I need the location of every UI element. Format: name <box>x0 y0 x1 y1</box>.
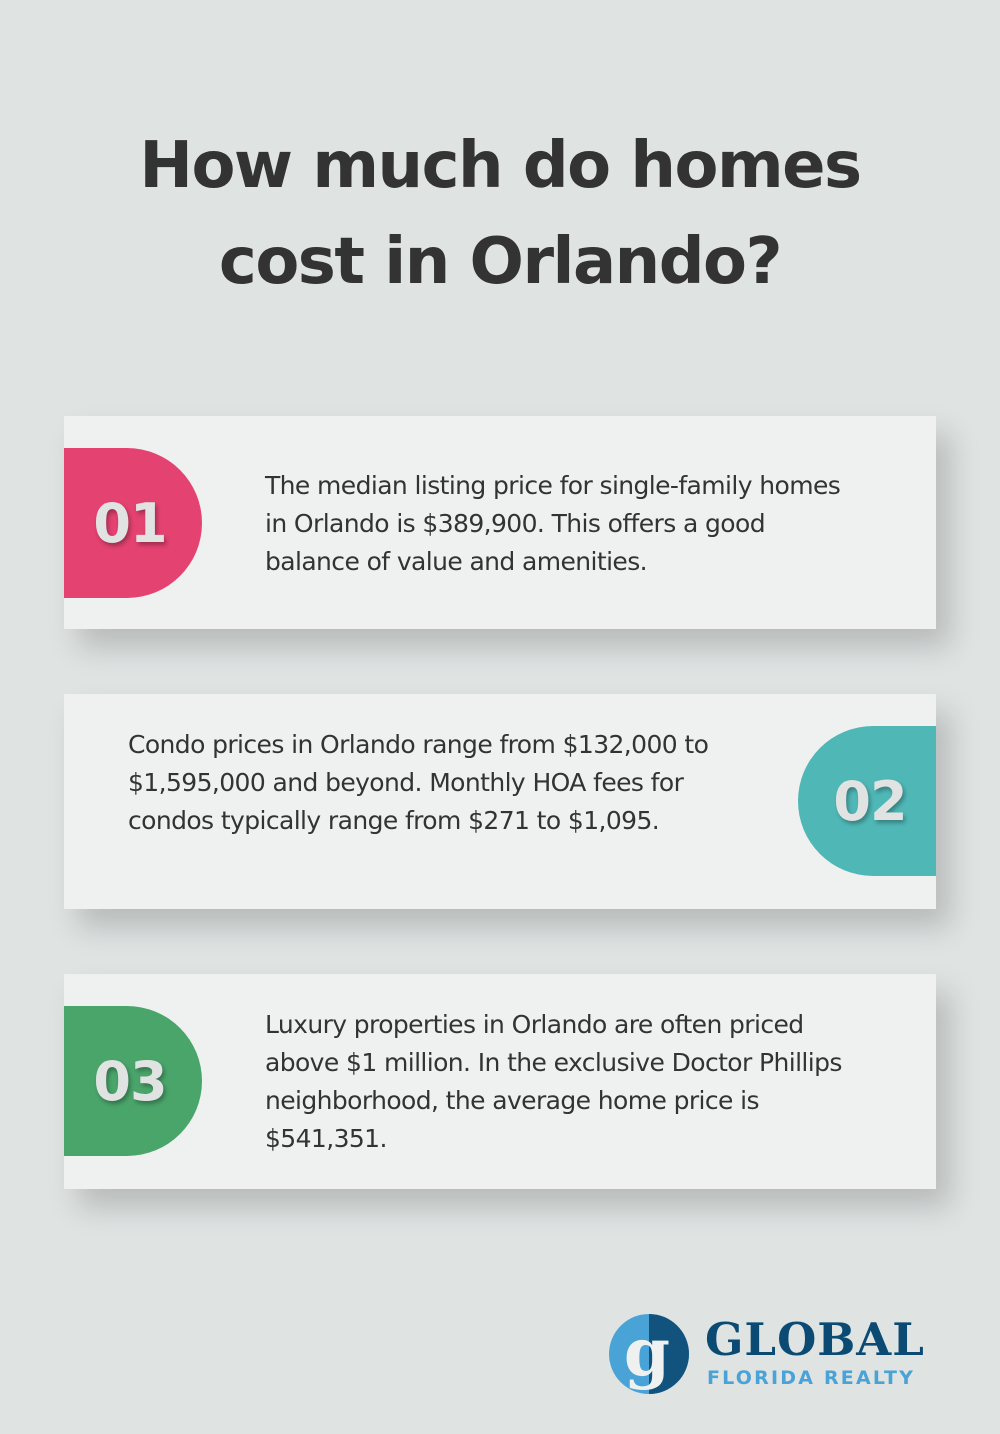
page-title: How much do homes cost in Orlando? <box>0 118 1000 310</box>
globe-g-logo-icon: g <box>609 1313 689 1394</box>
card-text: Luxury properties in Orlando are often p… <box>265 1010 842 1153</box>
card-text: Condo prices in Orlando range from $132,… <box>128 730 709 835</box>
badge-number: 01 <box>93 491 167 555</box>
logo-name: GLOBAL <box>705 1313 925 1366</box>
badge-number: 03 <box>93 1049 167 1113</box>
title-line-1: How much do homes <box>139 129 862 203</box>
fact-card-3: 03 Luxury properties in Orlando are ofte… <box>64 974 936 1189</box>
title-line-2: cost in Orlando? <box>218 225 783 299</box>
card-text: The median listing price for single-fami… <box>265 471 841 576</box>
number-badge-3: 03 <box>64 1006 202 1156</box>
number-badge-2: 02 <box>798 726 936 876</box>
fact-card-2: Condo prices in Orlando range from $132,… <box>64 694 936 909</box>
number-badge-1: 01 <box>64 448 202 598</box>
logo-subtitle: FLORIDA REALTY <box>707 1367 916 1389</box>
global-florida-realty-logo: g GLOBAL FLORIDA REALTY <box>607 1313 947 1395</box>
svg-text:g: g <box>624 1313 670 1391</box>
badge-number: 02 <box>833 769 907 833</box>
fact-card-1: 01 The median listing price for single-f… <box>64 416 936 629</box>
